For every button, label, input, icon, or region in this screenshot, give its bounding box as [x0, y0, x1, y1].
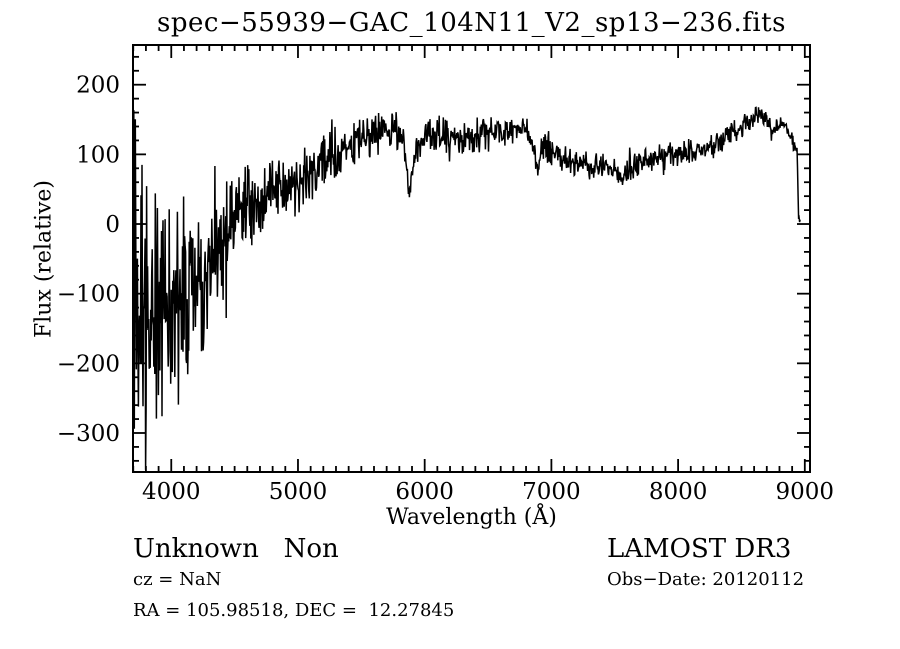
y-tick-label: −100 — [57, 282, 120, 308]
x-axis-label: Wavelength (Å) — [386, 505, 557, 530]
x-tick-label: 8000 — [649, 479, 708, 505]
x-tick-label: 6000 — [395, 479, 454, 505]
y-axis-label: Flux (relative) — [31, 179, 57, 339]
y-tick-label: −200 — [57, 351, 120, 377]
survey-name-label: LAMOST DR3 — [607, 534, 792, 564]
ra-dec-label: RA = 105.98518, DEC = 12.27845 — [133, 600, 455, 621]
y-tick-label: 100 — [76, 142, 120, 168]
cz-value-label: cz = NaN — [133, 569, 222, 590]
y-tick-label: 200 — [76, 73, 120, 99]
x-tick-label: 5000 — [269, 479, 328, 505]
plot-frame — [132, 44, 811, 473]
obs-date-label: Obs−Date: 20120112 — [607, 569, 805, 590]
x-tick-label: 4000 — [142, 479, 201, 505]
spectrum-line — [134, 106, 801, 470]
y-tick-label: −300 — [57, 421, 120, 447]
y-tick-label: 0 — [105, 212, 120, 238]
plot-title: spec−55939−GAC_104N11_V2_sp13−236.fits — [157, 8, 786, 38]
object-class-label: Unknown Non — [133, 534, 339, 564]
x-tick-label: 9000 — [776, 479, 835, 505]
x-tick-label: 7000 — [522, 479, 581, 505]
